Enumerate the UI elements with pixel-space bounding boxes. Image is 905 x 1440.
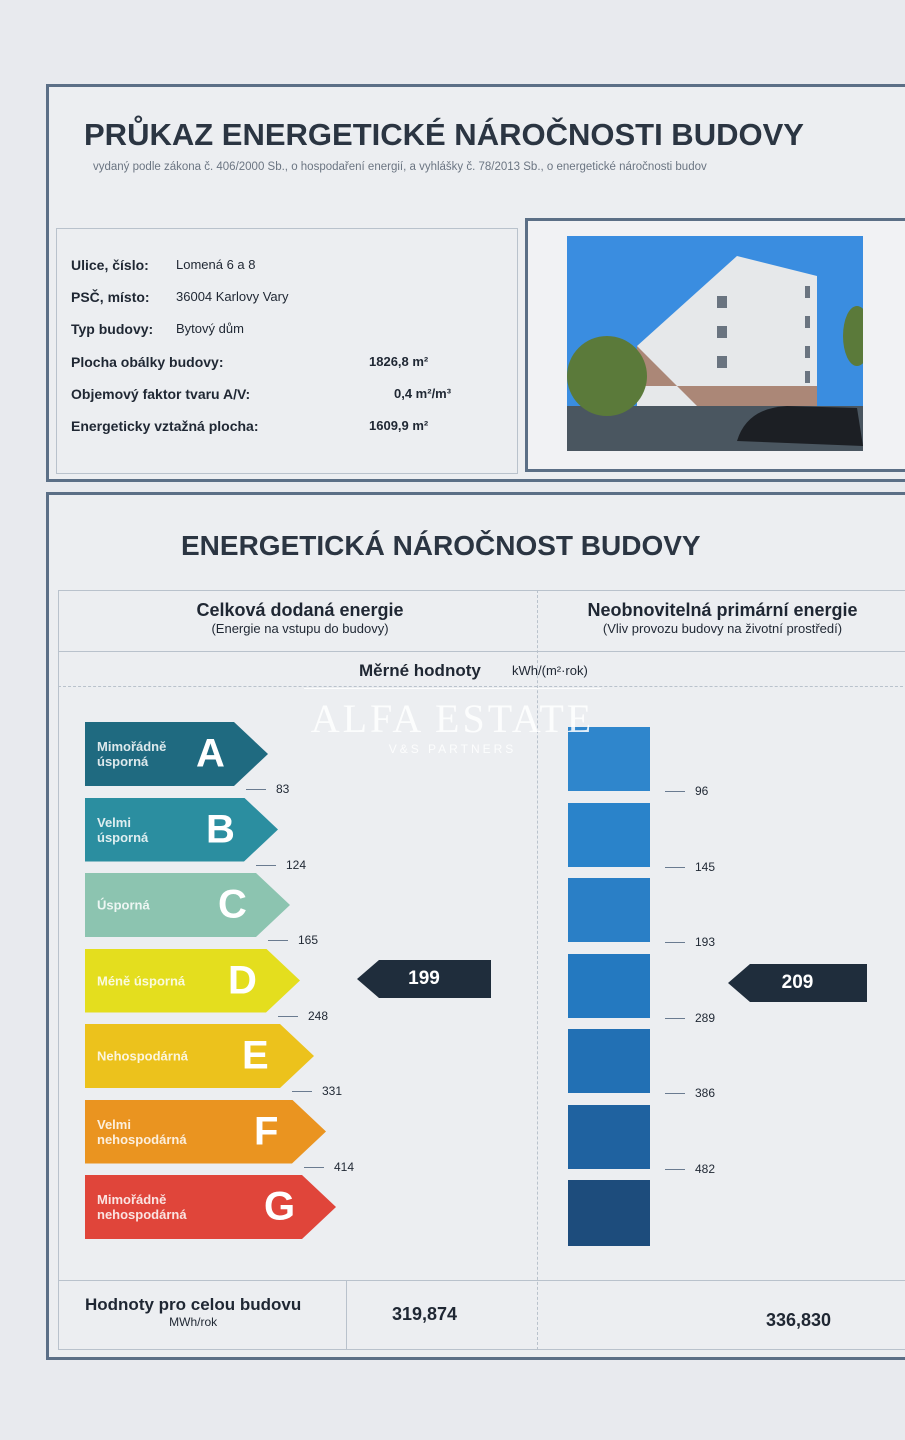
primary-threshold: 145: [665, 860, 715, 874]
energy-class-d: Méně úsporná D: [85, 948, 300, 1013]
class-label: Méně úsporná: [97, 973, 186, 988]
delivered-threshold: 124: [256, 858, 306, 872]
primary-scale-block: [568, 727, 650, 791]
energy-class-c: Úsporná C: [85, 873, 290, 937]
class-letter: C: [218, 882, 247, 927]
primary-threshold: 482: [665, 1162, 715, 1176]
class-label: Mimořádně úsporná: [97, 739, 167, 769]
delivered-threshold: 414: [304, 1160, 354, 1174]
primary-energy-subtitle: (Vliv provozu budovy na životní prostřed…: [602, 621, 843, 636]
total-delivered-value: 319,874: [392, 1304, 458, 1324]
specific-values-label: Měrné hodnoty: [359, 661, 481, 680]
section-title: ENERGETICKÁ NÁROČNOST BUDOVY: [181, 530, 701, 561]
class-letter: D: [228, 958, 257, 1002]
primary-scale-block: [568, 802, 650, 867]
primary-scale-block: [568, 1104, 650, 1169]
class-label: Velmi úsporná: [97, 814, 149, 845]
delivered-energy-subtitle: (Energie na vstupu do budovy): [211, 621, 389, 636]
delivered-energy-header: Celková dodaná energie (Energie na vstup…: [120, 600, 480, 636]
class-label: Velmi nehospodárná: [97, 1116, 187, 1147]
info-label: Typ budovy:: [71, 321, 154, 337]
primary-threshold: 96: [665, 784, 708, 798]
delivered-threshold: 248: [278, 1009, 328, 1023]
info-label: Plocha obálky budovy:: [71, 354, 224, 370]
class-letter: B: [206, 807, 235, 851]
energy-class-b: Velmi úsporná B: [85, 797, 278, 862]
certificate-title: PRŮKAZ ENERGETICKÉ NÁROČNOSTI BUDOVY: [84, 117, 804, 152]
totals-col-divider: [346, 1280, 347, 1350]
info-label: PSČ, místo:: [71, 289, 150, 305]
info-value: 36004 Karlovy Vary: [176, 289, 289, 304]
primary-threshold: 386: [665, 1086, 715, 1100]
class-letter: G: [264, 1184, 296, 1229]
primary-scale-block: [568, 1180, 650, 1246]
primary-scale-block: [568, 953, 650, 1018]
primary-threshold: 289: [665, 1011, 715, 1025]
info-label: Objemový faktor tvaru A/V:: [71, 386, 251, 402]
info-value: Bytový dům: [176, 321, 244, 336]
primary-energy-indicator: 209: [728, 964, 867, 1002]
info-label: Energeticky vztažná plocha:: [71, 418, 259, 434]
column-divider: [537, 590, 538, 1350]
unit-divider: [58, 686, 905, 687]
energy-class-e: Nehospodárná E: [85, 1024, 314, 1088]
photo-frame: [525, 218, 905, 472]
class-letter: A: [196, 731, 225, 776]
primary-threshold: 193: [665, 935, 715, 949]
delivered-threshold: 83: [246, 782, 289, 796]
info-panel: [56, 228, 518, 474]
rating-table: [58, 590, 905, 1350]
primary-energy-title: Neobnovitelná primární energie: [587, 600, 858, 620]
unit-label: kWh/(m²·rok): [512, 663, 588, 678]
delivered-energy-indicator: 199: [357, 960, 491, 998]
energy-class-f: Velmi nehospodárná F: [85, 1099, 326, 1164]
primary-energy-header: Neobnovitelná primární energie (Vliv pro…: [540, 600, 905, 636]
delivered-threshold: 331: [292, 1084, 342, 1098]
total-primary-value: 336,830: [766, 1310, 832, 1330]
class-label: Úsporná: [97, 897, 150, 913]
info-value: Lomená 6 a 8: [176, 257, 256, 272]
totals-unit: MWh/rok: [169, 1315, 218, 1329]
class-letter: E: [242, 1033, 269, 1078]
building-photo: [567, 236, 863, 451]
header-divider: [58, 651, 905, 652]
watermark-logo: ALFA ESTATE: [310, 696, 595, 741]
totals-title: Hodnoty pro celou budovu: [85, 1295, 302, 1314]
totals-label: Hodnoty pro celou budovu MWh/rok: [85, 1295, 301, 1329]
delivered-threshold: 165: [268, 933, 318, 947]
info-value: 1609,9 m²: [369, 418, 429, 433]
class-label: Mimořádně nehospodárná: [97, 1192, 187, 1222]
class-label: Nehospodárná: [97, 1048, 189, 1064]
class-letter: F: [254, 1109, 279, 1153]
info-label: Ulice, číslo:: [71, 257, 149, 273]
energy-class-a: Mimořádně úsporná A: [85, 722, 268, 786]
certificate-subtitle: vydaný podle zákona č. 406/2000 Sb., o h…: [93, 161, 707, 173]
energy-class-g: Mimořádně nehospodárná G: [85, 1175, 336, 1239]
primary-scale-block: [568, 1029, 650, 1093]
watermark-sub: V&S PARTNERS: [388, 742, 517, 756]
info-value: 0,4 m²/m³: [394, 386, 452, 401]
primary-scale-block: [568, 878, 650, 942]
totals-divider: [58, 1280, 905, 1281]
watermark: ALFA ESTATE V&S PARTNERS: [300, 688, 605, 756]
info-value: 1826,8 m²: [369, 354, 429, 369]
delivered-energy-title: Celková dodaná energie: [196, 600, 404, 620]
